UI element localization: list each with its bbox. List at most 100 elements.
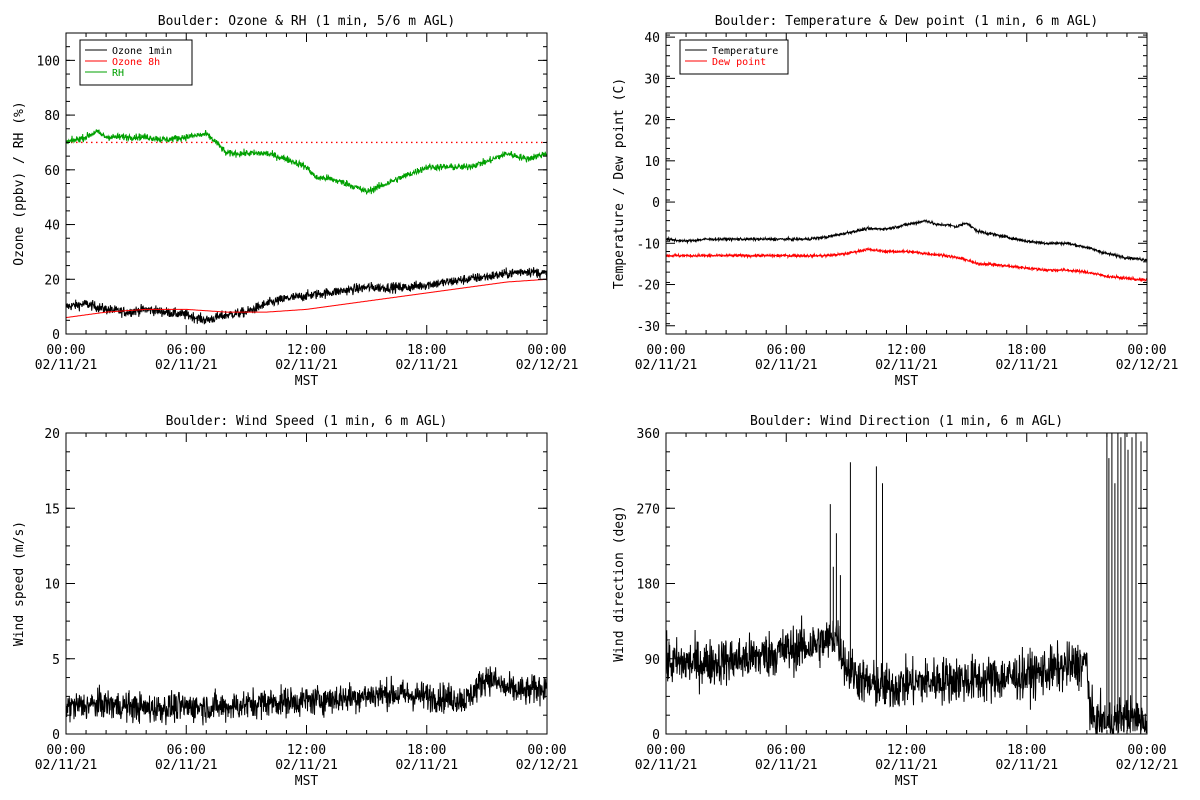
series-line-temperature xyxy=(666,218,1147,263)
y-tick-label: 40 xyxy=(44,219,60,234)
x-tick-label-date: 02/11/21 xyxy=(155,358,218,373)
x-tick-label-time: 12:00 xyxy=(287,743,326,758)
y-tick-label: -30 xyxy=(637,320,660,335)
chart-title: Boulder: Temperature & Dew point (1 min,… xyxy=(715,14,1099,29)
x-tick-label-time: 12:00 xyxy=(287,343,326,358)
x-tick-label-date: 02/11/21 xyxy=(395,758,458,773)
x-tick-label-date: 02/11/21 xyxy=(35,358,98,373)
y-tick-label: 80 xyxy=(44,109,60,124)
chart-panel-1: Boulder: Ozone & RH (1 min, 5/6 m AGL)02… xyxy=(12,14,578,389)
series-line-dew-point xyxy=(666,246,1147,283)
x-tick-label-time: 12:00 xyxy=(887,743,926,758)
x-tick-label-date: 02/11/21 xyxy=(635,358,698,373)
y-tick-label: 270 xyxy=(637,502,660,517)
y-tick-label: 60 xyxy=(44,164,60,179)
chart-panel-3: Boulder: Wind Speed (1 min, 6 m AGL) 0 5 10… xyxy=(12,414,578,789)
x-tick-label-date: 02/11/21 xyxy=(995,358,1058,373)
chart-title: Boulder: Wind Direction (1 min, 6 m AGL) xyxy=(750,414,1063,429)
plot-area xyxy=(66,666,547,726)
series-line-ozone-8h xyxy=(66,278,547,319)
x-tick-label-date: 02/12/21 xyxy=(516,358,579,373)
x-tick-label-date: 02/12/21 xyxy=(516,758,579,773)
y-axis-label: Temperature / Dew point (C) xyxy=(612,78,627,289)
x-tick-label-time: 00:00 xyxy=(646,743,685,758)
x-tick-label-date: 02/11/21 xyxy=(875,758,938,773)
chart-panel-2: Boulder: Temperature & Dew point (1 min,… xyxy=(612,14,1178,389)
y-tick-label: 360 xyxy=(637,427,660,442)
y-tick-label: 10 xyxy=(44,578,60,593)
x-tick-label-date: 02/11/21 xyxy=(755,358,818,373)
legend-box xyxy=(79,39,193,86)
x-tick-label-date: 02/11/21 xyxy=(755,758,818,773)
legend-label: Temperature xyxy=(712,46,778,57)
x-axis-label: MST xyxy=(895,774,919,789)
x-axis-label: MST xyxy=(295,374,319,389)
x-tick-label-time: 18:00 xyxy=(407,343,446,358)
x-tick-label-date: 02/11/21 xyxy=(995,758,1058,773)
series-line-ozone-1min xyxy=(66,267,547,325)
plot-area xyxy=(66,129,547,325)
x-tick-label-date: 02/12/21 xyxy=(1116,358,1179,373)
x-tick-label-time: 00:00 xyxy=(46,743,85,758)
x-tick-label-time: 00:00 xyxy=(527,343,566,358)
y-tick-label: 15 xyxy=(44,502,60,517)
x-tick-label-date: 02/11/21 xyxy=(635,758,698,773)
x-tick-label-time: 06:00 xyxy=(767,343,806,358)
legend-label: Dew point xyxy=(712,57,766,68)
x-tick-label-date: 02/11/21 xyxy=(875,358,938,373)
x-tick-label-time: 18:00 xyxy=(1007,343,1046,358)
y-axis-label: Ozone (ppbv) / RH (%) xyxy=(12,101,27,265)
x-tick-label-time: 00:00 xyxy=(46,343,85,358)
x-tick-label-time: 18:00 xyxy=(1007,743,1046,758)
plot-area xyxy=(666,433,1147,734)
plot-frame xyxy=(665,32,1148,335)
x-tick-label-time: 00:00 xyxy=(1127,743,1166,758)
y-tick-label: 0 xyxy=(52,728,60,743)
y-tick-label: 90 xyxy=(644,653,660,668)
legend-label: RH xyxy=(112,68,124,79)
series-line-rh xyxy=(66,129,547,195)
x-axis-label: MST xyxy=(295,774,319,789)
y-tick-label: 10 xyxy=(644,155,660,170)
x-tick-label-time: 06:00 xyxy=(167,743,206,758)
x-tick-label-date: 02/11/21 xyxy=(275,358,338,373)
y-tick-label: -10 xyxy=(637,237,660,252)
y-tick-label: 5 xyxy=(52,653,60,668)
y-tick-label: 0 xyxy=(52,328,60,343)
y-tick-label: 180 xyxy=(637,578,660,593)
y-tick-label: 100 xyxy=(37,54,60,69)
x-tick-label-time: 18:00 xyxy=(407,743,446,758)
y-tick-label: 20 xyxy=(44,427,60,442)
y-tick-label: 0 xyxy=(652,196,660,211)
x-tick-label-time: 12:00 xyxy=(887,343,926,358)
x-tick-label-date: 02/11/21 xyxy=(395,358,458,373)
chart-title: Boulder: Wind Speed (1 min, 6 m AGL) xyxy=(166,414,448,429)
chart-panel-4: Boulder: Wind Direction (1 min, 6 m AGL)… xyxy=(612,414,1178,789)
y-tick-label: 30 xyxy=(644,72,660,87)
x-tick-label-date: 02/11/21 xyxy=(275,758,338,773)
y-tick-label: 20 xyxy=(644,114,660,129)
x-axis-label: MST xyxy=(895,374,919,389)
y-tick-label: 40 xyxy=(644,31,660,46)
y-tick-label: -20 xyxy=(637,279,660,294)
x-tick-label-time: 00:00 xyxy=(646,343,685,358)
y-tick-label: 0 xyxy=(652,728,660,743)
x-tick-label-date: 02/11/21 xyxy=(35,758,98,773)
chart-title: Boulder: Ozone & RH (1 min, 5/6 m AGL) xyxy=(158,14,455,29)
x-tick-label-time: 06:00 xyxy=(767,743,806,758)
legend-label: Ozone 1min xyxy=(112,46,172,57)
y-axis-label: Wind direction (deg) xyxy=(612,505,627,662)
y-tick-label: 20 xyxy=(44,273,60,288)
x-tick-label-time: 00:00 xyxy=(527,743,566,758)
x-tick-label-time: 00:00 xyxy=(1127,343,1166,358)
series-line-data xyxy=(66,666,547,726)
x-tick-label-time: 06:00 xyxy=(167,343,206,358)
x-tick-label-date: 02/12/21 xyxy=(1116,758,1179,773)
plot-area xyxy=(666,218,1147,283)
legend-label: Ozone 8h xyxy=(112,57,160,68)
legend-box xyxy=(679,39,789,75)
series-line-data xyxy=(666,433,1147,734)
x-tick-label-date: 02/11/21 xyxy=(155,758,218,773)
